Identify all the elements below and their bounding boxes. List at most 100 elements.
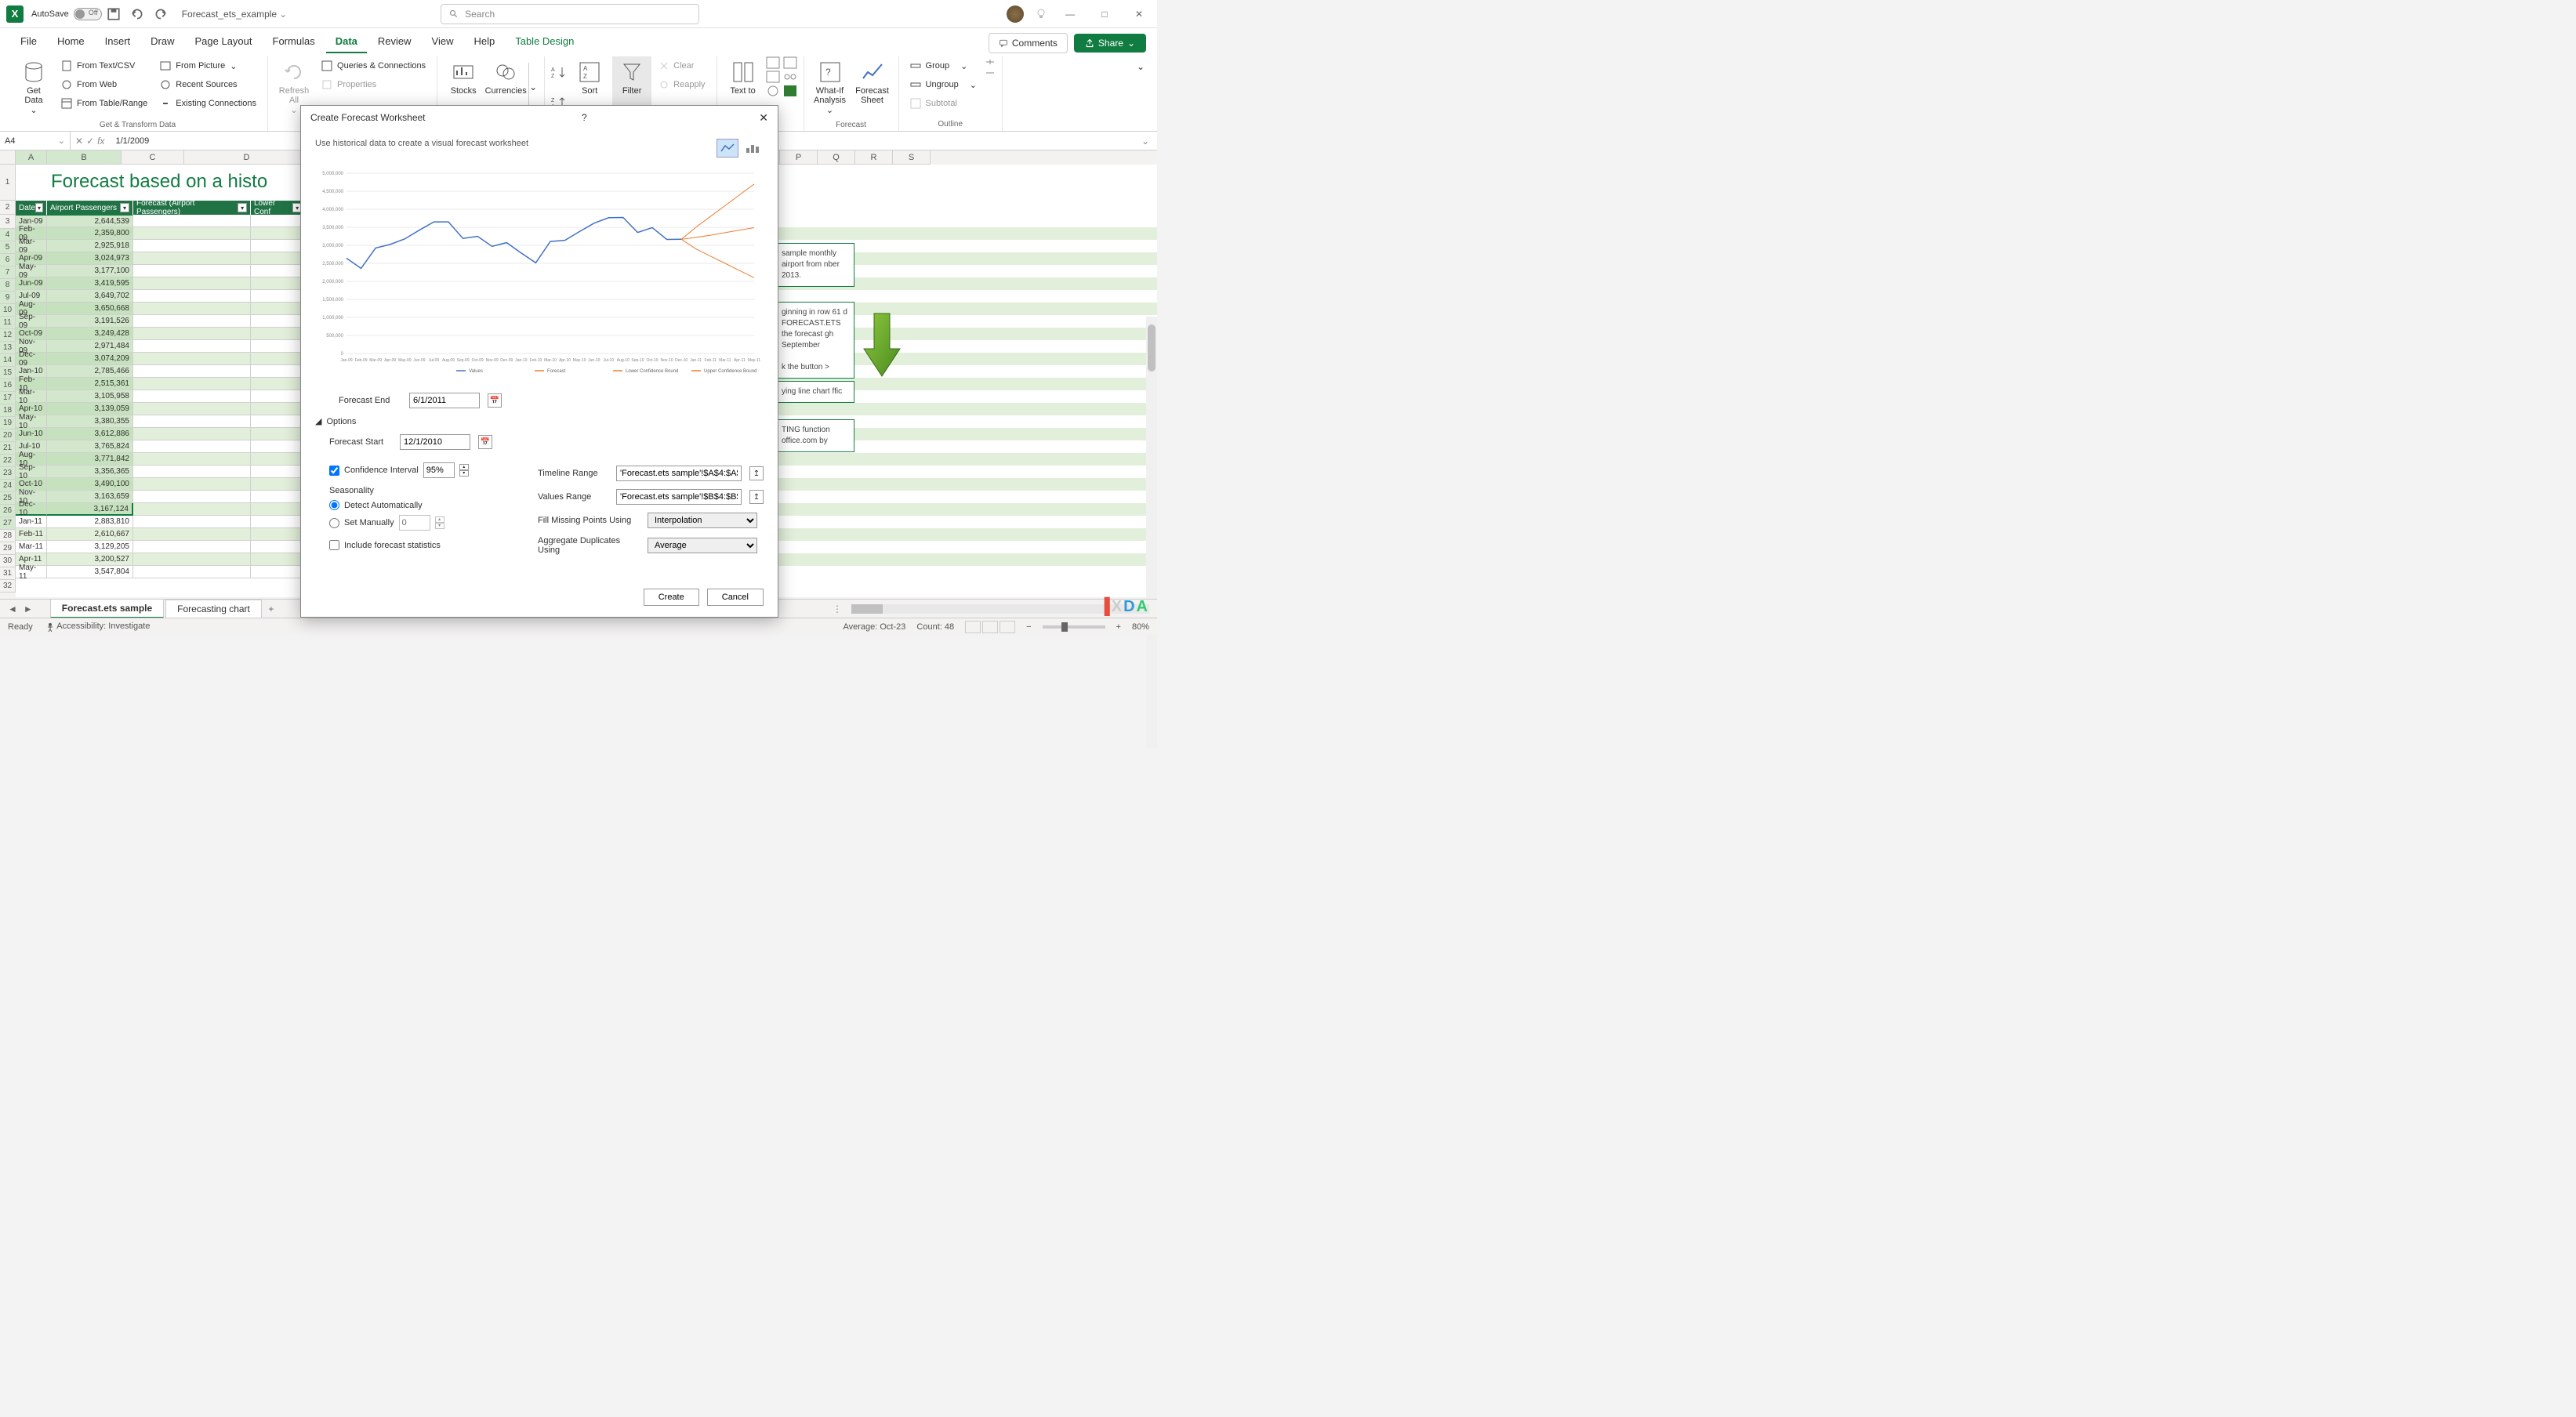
tab-page-layout[interactable]: Page Layout (186, 31, 262, 53)
row-header-8[interactable]: 8 (0, 279, 16, 292)
row-header-24[interactable]: 24 (0, 480, 16, 492)
timeline-range-input[interactable] (616, 466, 742, 481)
tab-data[interactable]: Data (326, 31, 367, 53)
tab-review[interactable]: Review (368, 31, 421, 53)
from-text-csv-button[interactable]: From Text/CSV (56, 56, 152, 75)
row-header-3[interactable]: 3 (0, 215, 16, 229)
save-icon[interactable] (107, 7, 121, 21)
sheet-tab-2[interactable]: Forecasting chart (165, 600, 262, 618)
row-header-14[interactable]: 14 (0, 354, 16, 367)
range-picker-icon[interactable]: ↥ (749, 490, 764, 504)
zoom-level[interactable]: 80% (1132, 622, 1149, 632)
row-header-10[interactable]: 10 (0, 304, 16, 317)
col-header-C[interactable]: C (122, 150, 184, 165)
redo-icon[interactable] (154, 7, 168, 21)
sheet-tab-1[interactable]: Forecast.ets sample (50, 599, 164, 618)
filename[interactable]: Forecast_ets_example (182, 9, 277, 20)
from-table-range-button[interactable]: From Table/Range (56, 94, 152, 113)
row-header-1[interactable]: 1 (0, 165, 16, 201)
sheet-next-icon[interactable]: ► (24, 603, 33, 614)
hide-detail-icon[interactable] (985, 69, 996, 77)
row-header-30[interactable]: 30 (0, 555, 16, 567)
name-box[interactable]: A4⌄ (0, 132, 71, 150)
filter-dropdown-icon[interactable]: ▾ (238, 203, 247, 212)
close-button[interactable]: ✕ (1127, 2, 1151, 26)
zoom-out-button[interactable]: − (1026, 622, 1031, 632)
row-header-25[interactable]: 25 (0, 492, 16, 505)
data-validation-icon[interactable] (766, 85, 780, 97)
col-header-D[interactable]: D (184, 150, 310, 165)
row-header-2[interactable]: 2 (0, 201, 16, 215)
set-manually-input[interactable] (399, 515, 430, 531)
row-header-13[interactable]: 13 (0, 342, 16, 354)
zoom-in-button[interactable]: + (1116, 622, 1121, 632)
gallery-expand[interactable]: ⌄ (528, 63, 538, 111)
col-header-A[interactable]: A (16, 150, 47, 165)
manually-spinner[interactable]: ▴▾ (435, 516, 444, 529)
row-header-26[interactable]: 26 (0, 505, 16, 517)
options-toggle[interactable]: ◢ Options (315, 416, 764, 426)
undo-icon[interactable] (130, 7, 144, 21)
show-detail-icon[interactable] (985, 58, 996, 66)
row-header-32[interactable]: 32 (0, 580, 16, 593)
lightbulb-icon[interactable] (1035, 8, 1047, 20)
search-box[interactable]: Search (441, 4, 699, 24)
line-chart-type-button[interactable] (717, 139, 738, 158)
row-header-19[interactable]: 19 (0, 417, 16, 429)
date-picker-icon[interactable]: 📅 (478, 435, 492, 449)
row-header-31[interactable]: 31 (0, 567, 16, 580)
properties-button[interactable]: Properties (317, 75, 430, 94)
existing-connections-button[interactable]: Existing Connections (155, 94, 261, 113)
dialog-help-button[interactable]: ? (582, 112, 587, 123)
maximize-button[interactable]: □ (1093, 2, 1116, 26)
row-header-17[interactable]: 17 (0, 392, 16, 404)
recent-sources-button[interactable]: Recent Sources (155, 75, 261, 94)
col-header-S[interactable]: S (893, 150, 931, 165)
add-sheet-button[interactable]: + (263, 603, 279, 614)
tab-insert[interactable]: Insert (96, 31, 140, 53)
tab-formulas[interactable]: Formulas (263, 31, 325, 53)
forecast-sheet-button[interactable]: Forecast Sheet (853, 56, 892, 118)
filename-dropdown-icon[interactable]: ⌄ (279, 9, 287, 20)
row-header-27[interactable]: 27 (0, 517, 16, 530)
range-picker-icon[interactable]: ↥ (749, 466, 764, 480)
sheet-prev-icon[interactable]: ◄ (8, 603, 17, 614)
tab-draw[interactable]: Draw (141, 31, 183, 53)
set-manually-radio[interactable] (329, 518, 339, 528)
col-header-R[interactable]: R (855, 150, 893, 165)
table-header-2[interactable]: Forecast (Airport Passengers)▾ (133, 201, 251, 215)
data-model-icon[interactable] (783, 85, 797, 97)
col-header-B[interactable]: B (47, 150, 122, 165)
bar-chart-type-button[interactable] (742, 139, 764, 158)
forecast-end-input[interactable] (409, 393, 480, 408)
autosave-toggle[interactable]: AutoSave (31, 8, 102, 20)
row-header-16[interactable]: 16 (0, 379, 16, 392)
flash-fill-icon[interactable] (766, 56, 780, 69)
cancel-formula-icon[interactable]: ✕ (75, 136, 83, 147)
normal-view-button[interactable] (965, 621, 981, 633)
comments-button[interactable]: Comments (989, 33, 1068, 53)
row-header-18[interactable]: 18 (0, 404, 16, 417)
row-header-21[interactable]: 21 (0, 442, 16, 455)
confidence-spinner[interactable]: ▴▾ (459, 464, 469, 477)
date-picker-icon[interactable]: 📅 (488, 393, 502, 408)
col-header-Q[interactable]: Q (818, 150, 855, 165)
col-header-P[interactable]: P (780, 150, 818, 165)
share-button[interactable]: Share ⌄ (1074, 34, 1146, 53)
row-header-28[interactable]: 28 (0, 530, 16, 542)
page-break-view-button[interactable] (1000, 621, 1015, 633)
page-layout-view-button[interactable] (982, 621, 998, 633)
get-data-button[interactable]: Get Data⌄ (14, 56, 53, 118)
zoom-slider[interactable] (1043, 625, 1105, 629)
confidence-value-input[interactable] (423, 462, 455, 478)
table-header-0[interactable]: Date▾ (16, 201, 47, 215)
row-header-22[interactable]: 22 (0, 455, 16, 467)
tab-view[interactable]: View (423, 31, 463, 53)
relationships-icon[interactable] (783, 71, 797, 83)
row-header-6[interactable]: 6 (0, 254, 16, 266)
row-header-20[interactable]: 20 (0, 429, 16, 442)
create-button[interactable]: Create (644, 589, 699, 606)
forecast-start-input[interactable] (400, 434, 470, 450)
minimize-button[interactable]: — (1058, 2, 1082, 26)
row-header-29[interactable]: 29 (0, 542, 16, 555)
